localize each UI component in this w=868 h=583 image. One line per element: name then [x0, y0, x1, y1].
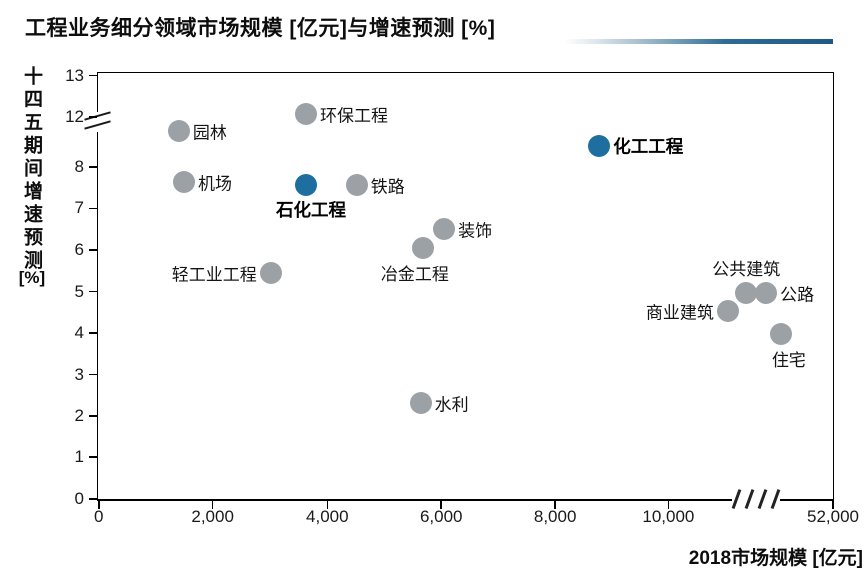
scatter-point	[755, 281, 778, 304]
point-label: 机场	[197, 174, 232, 194]
x-tick-mark	[440, 501, 443, 509]
point-label: 水利	[434, 395, 469, 415]
y-axis-unit: [%]	[18, 268, 46, 287]
y-axis-break-mask	[94, 112, 101, 132]
x-tick-label: 4,000	[306, 507, 349, 526]
chart-title: 工程业务细分领域市场规模 [亿元]与增速预测 [%]	[25, 17, 496, 40]
title-accent-bar	[563, 39, 833, 44]
y-tick-label: 12	[65, 106, 84, 126]
y-tick-label: 3	[74, 364, 84, 384]
y-tick-label: 2	[74, 405, 84, 425]
scatter-point	[735, 281, 758, 304]
x-tick-mark	[211, 501, 214, 509]
x-tick-label: 6,000	[419, 507, 463, 526]
scatter-point	[259, 261, 282, 284]
x-tick-mark	[326, 501, 329, 509]
y-tick-mark	[89, 415, 97, 417]
y-tick-mark	[89, 332, 97, 334]
x-tick-label: 8,000	[533, 507, 577, 526]
plot-area: 13 12 8 7 6 5 4 3 2 1 0 0 2,000 4,000 6,000 8,000 10,000…	[65, 66, 859, 526]
point-label: 公共建筑	[712, 259, 781, 279]
scatter-point	[588, 134, 611, 157]
scatter-point	[769, 323, 792, 346]
y-tick-mark	[89, 207, 97, 210]
scatter-point	[409, 392, 432, 415]
x-tick-mark	[554, 501, 556, 509]
scatter-point	[716, 300, 739, 323]
y-tick-mark	[89, 498, 97, 500]
y-tick-mark	[89, 166, 97, 168]
y-tick-label: 8	[74, 157, 84, 177]
point-label: 装饰	[458, 221, 493, 241]
y-tick-mark	[89, 248, 97, 251]
y-tick-label: 7	[74, 198, 84, 218]
point-label: 铁路	[370, 177, 405, 197]
y-tick-mark	[89, 290, 97, 293]
x-axis-title: 2018市场规模 [亿元]	[688, 548, 863, 569]
point-label: 园林	[192, 123, 227, 143]
point-label: 轻工业工程	[171, 265, 257, 285]
point-label: 化工工程	[613, 136, 684, 157]
y-tick-label: 5	[74, 281, 84, 301]
point-label: 公路	[780, 285, 815, 305]
x-tick-label: 2,000	[191, 507, 234, 526]
y-tick-label: 1	[74, 447, 84, 467]
y-tick-label: 6	[74, 239, 84, 259]
y-tick-mark	[89, 74, 97, 77]
point-label: 商业建筑	[645, 303, 714, 323]
x-tick-mark	[667, 501, 670, 509]
scatter-point	[172, 171, 195, 194]
y-tick-label: 0	[74, 489, 84, 508]
point-label: 石化工程	[276, 200, 346, 221]
scatter-point	[295, 174, 317, 197]
point-label: 冶金工程	[380, 265, 449, 285]
scatter-point	[345, 174, 368, 197]
x-tick-label: 10,000	[642, 507, 695, 526]
scatter-point	[295, 102, 317, 125]
y-tick-label: 13	[65, 65, 84, 85]
point-label: 环保工程	[320, 106, 388, 126]
x-axis-break-mask	[732, 495, 780, 503]
y-axis-title: 十四五期间增速预测	[21, 66, 42, 273]
x-tick-mark	[97, 501, 100, 509]
y-tick-mark	[89, 373, 97, 376]
scatter-point	[167, 119, 190, 142]
point-label: 住宅	[771, 351, 806, 371]
y-tick-label: 4	[74, 322, 84, 342]
scatter-point	[433, 217, 456, 240]
y-tick-mark	[89, 116, 97, 118]
x-tick-label: 52,000	[807, 507, 859, 526]
x-tick-label: 0	[94, 507, 104, 526]
scatter-point	[411, 237, 434, 260]
y-tick-mark	[89, 456, 97, 459]
x-tick-mark	[832, 501, 834, 509]
